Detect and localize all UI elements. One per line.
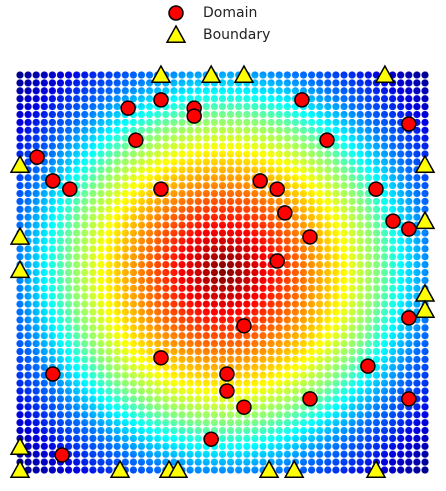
boundary-marker [283, 459, 305, 478]
domain-marker [45, 366, 61, 382]
domain-marker [252, 173, 268, 189]
domain-marker [29, 149, 45, 165]
boundary-marker [9, 459, 31, 478]
domain-marker [153, 181, 169, 197]
marks [9, 64, 436, 478]
legend-label: Domain [203, 5, 257, 21]
domain-marker [153, 350, 169, 366]
boundary-marker [200, 64, 222, 83]
domain-marker [128, 132, 144, 148]
boundary-marker [258, 459, 280, 478]
legend: Domain Boundary [165, 5, 270, 43]
domain-marker [236, 318, 252, 334]
domain-marker [54, 447, 70, 463]
domain-marker [360, 358, 376, 374]
domain-marker [401, 310, 417, 326]
boundary-marker [414, 210, 436, 230]
boundary-marker [414, 299, 436, 318]
domain-marker [219, 383, 235, 399]
boundary-marker [365, 459, 387, 478]
domain-marker [236, 399, 252, 415]
domain-marker [62, 181, 78, 197]
boundary-marker [9, 226, 31, 245]
legend-label: Boundary [203, 27, 270, 43]
boundary-marker [414, 154, 436, 174]
boundary-marker [150, 64, 172, 83]
boundary-marker [374, 64, 396, 83]
domain-marker [401, 221, 417, 237]
boundary-marker [9, 259, 31, 279]
domain-marker [302, 391, 318, 407]
domain-marker [203, 431, 219, 447]
boundary-marker [9, 436, 31, 456]
domain-marker [269, 181, 285, 197]
domain-marker [186, 108, 202, 124]
domain-marker [401, 116, 417, 132]
domain-marker [319, 132, 335, 148]
boundary-marker [9, 154, 31, 174]
domain-marker [168, 5, 184, 21]
domain-marker [401, 391, 417, 407]
domain-marker [385, 213, 401, 229]
domain-marker [269, 253, 285, 269]
domain-marker [294, 92, 310, 108]
domain-marker [45, 173, 61, 189]
boundary-marker [233, 64, 255, 83]
boundary-marker [165, 24, 187, 43]
boundary-marker [109, 459, 131, 478]
background-field [15, 71, 430, 474]
boundary-marker [167, 459, 189, 478]
domain-marker [219, 366, 235, 382]
domain-marker [302, 229, 318, 245]
domain-marker [368, 181, 384, 197]
domain-marker [120, 100, 136, 116]
domain-marker [277, 205, 293, 221]
domain-marker [153, 92, 169, 108]
